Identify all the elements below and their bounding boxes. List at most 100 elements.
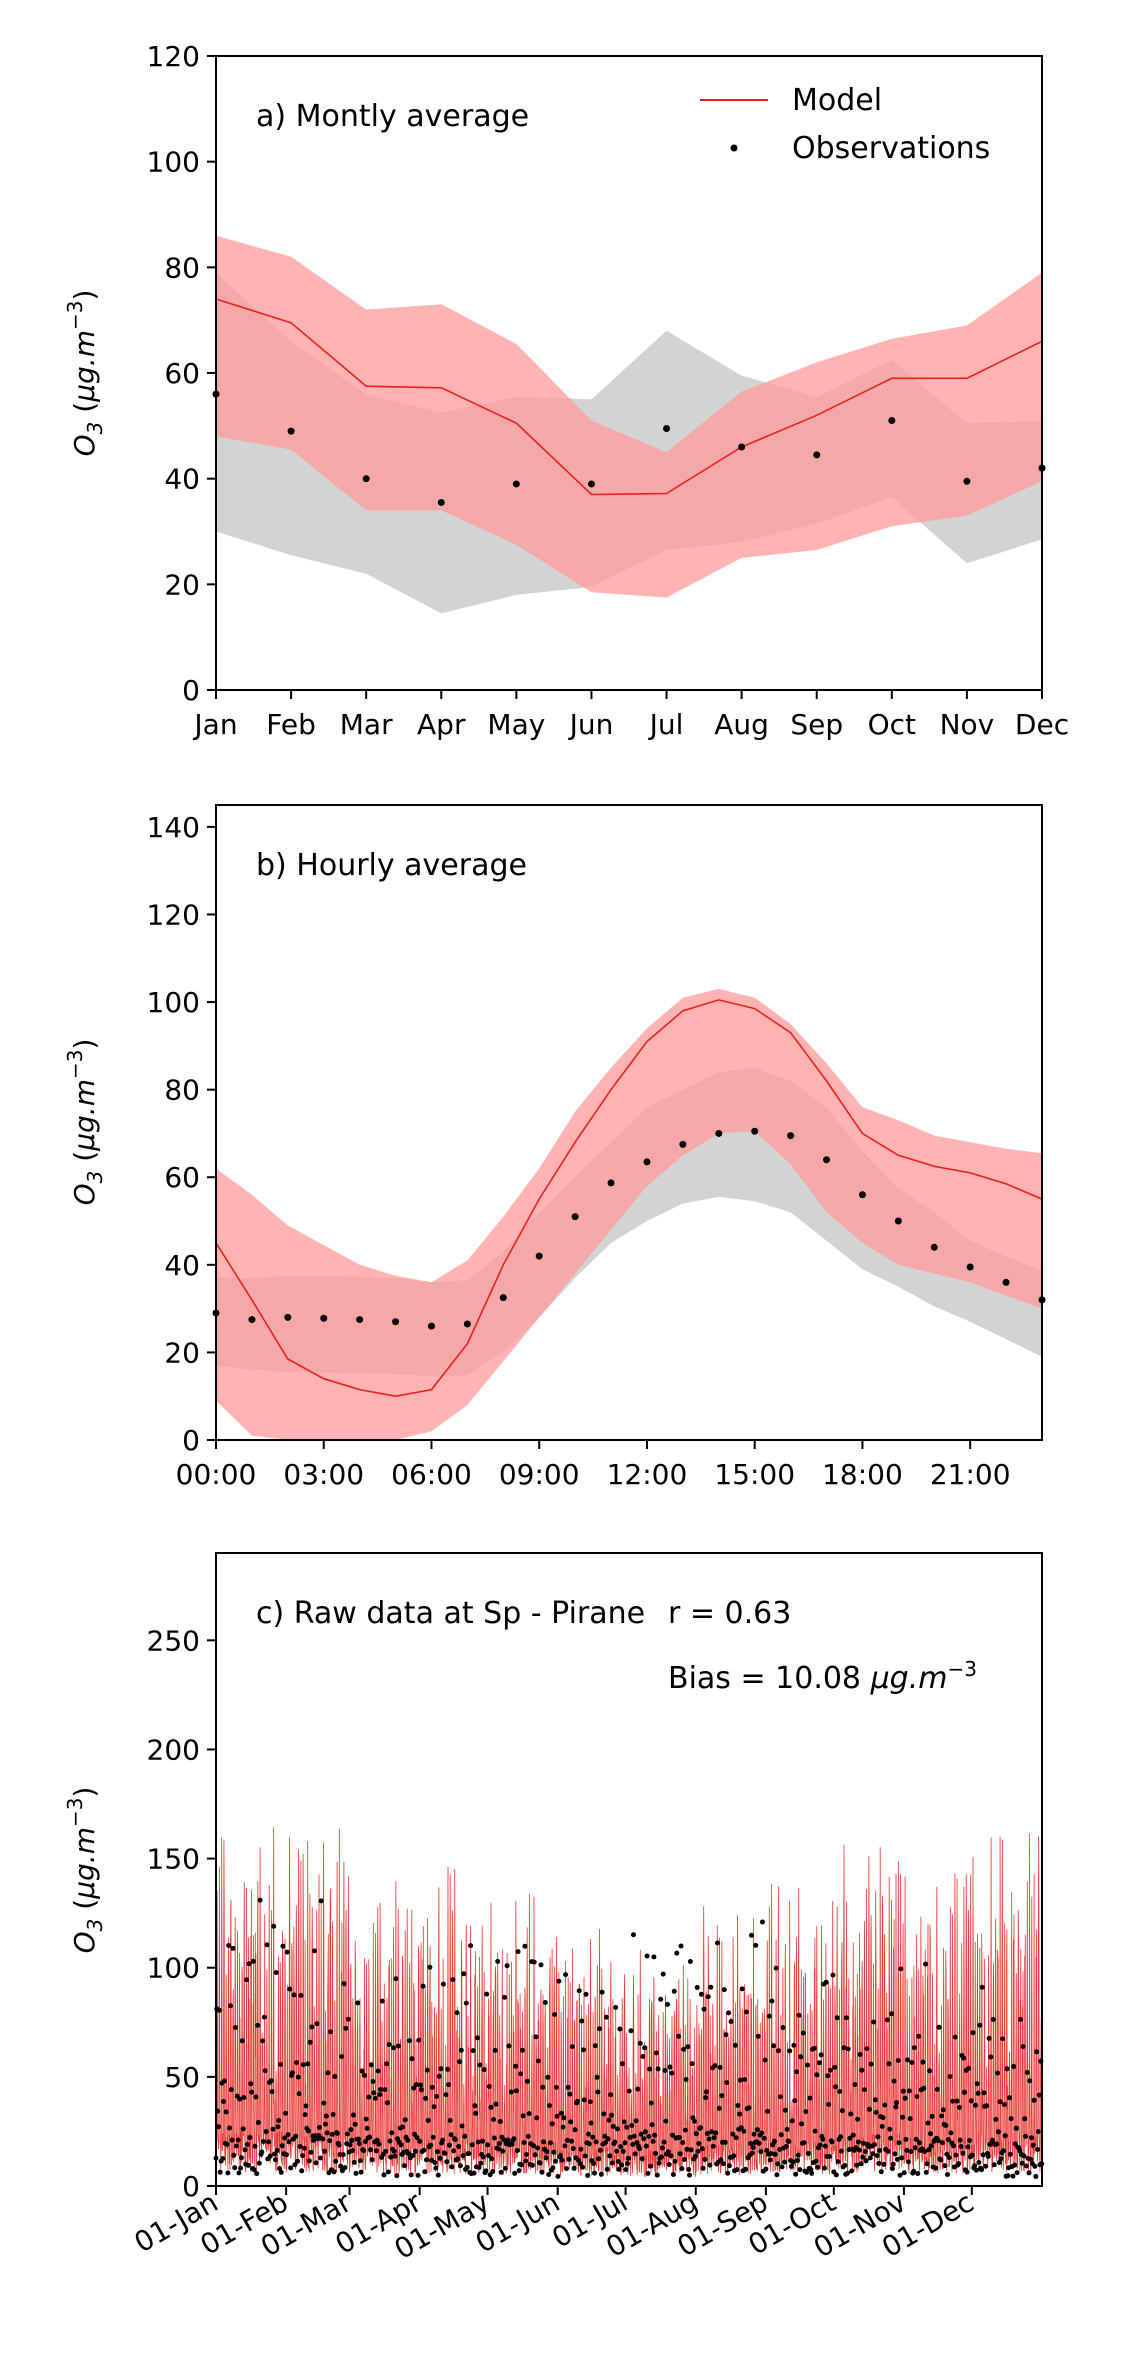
panel-a-ytick-label: 20 — [164, 568, 200, 601]
panel-c-obs-point — [261, 2139, 266, 2144]
panel-c-obs-point — [559, 2157, 565, 2163]
panel-c-obs-point — [558, 2110, 564, 2116]
panel-c-obs-point — [803, 2109, 809, 2115]
panel-c-obs-point — [961, 2055, 967, 2061]
panel-c-obs-point — [624, 2124, 630, 2130]
panel-c-obs-point — [433, 2165, 439, 2171]
panel-c-obs-point — [639, 2156, 645, 2162]
panel-c-obs-point — [687, 2172, 692, 2178]
panel-c-obs-point — [617, 2026, 623, 2032]
panel-c-obs-point — [362, 2139, 368, 2145]
panel-c-obs-point — [914, 2094, 920, 2099]
panel-c-obs-point — [264, 1942, 270, 1948]
panel-c-obs-point — [505, 2137, 511, 2143]
panel-c-obs-point — [424, 2067, 430, 2073]
panel-c-obs-point — [901, 2170, 907, 2176]
panel-c-obs-point — [594, 2074, 600, 2080]
panel-a-ylabel: O3 (μg.m−3) — [63, 290, 107, 457]
panel-c-obs-point — [773, 1965, 779, 1971]
panel-c-obs-point — [296, 2091, 302, 2097]
panel-c-obs-point — [591, 2161, 597, 2166]
panel-c-obs-point — [825, 2073, 831, 2079]
panel-c-obs-point — [716, 2105, 722, 2111]
panel-c-obs-point — [282, 2135, 288, 2141]
panel-c-obs-point — [734, 2167, 740, 2173]
panel-c-obs-point — [519, 2162, 524, 2168]
panel-c-obs-point — [524, 2078, 530, 2084]
panel-c-obs-point — [322, 2148, 328, 2154]
panel-c-obs-point — [410, 2153, 416, 2158]
panel-c-obs-point — [350, 2148, 356, 2153]
panel-c-obs-point — [393, 1976, 399, 1982]
panel-c-obs-point — [384, 2100, 390, 2106]
panel-c-obs-point — [766, 2013, 772, 2019]
panel-b-hourly: 0 20 40 60 80 100 120 140 00:00 03:00 06:00 09:00 1… — [63, 804, 1046, 1491]
panel-c-obs-point — [508, 2089, 514, 2095]
panel-c-obs-point — [513, 2063, 519, 2069]
panel-b-obs-point — [787, 1132, 795, 1140]
panel-b-ytick-label: 20 — [164, 1336, 200, 1369]
panel-c-obs-point — [827, 2067, 833, 2073]
panel-c-obs-point — [951, 2143, 956, 2149]
panel-c-obs-point — [323, 2121, 328, 2127]
panel-c-obs-point — [444, 2159, 450, 2165]
panel-c-obs-point — [665, 2001, 670, 2007]
legend-model-label: Model — [792, 83, 882, 118]
panel-c-obs-point — [895, 2058, 901, 2063]
panel-c-obs-point — [953, 2152, 959, 2158]
panel-c-obs-point — [262, 2068, 268, 2074]
panel-c-obs-point — [396, 2043, 401, 2049]
panel-c-obs-point — [884, 2017, 890, 2023]
panel-c-ylabel: O3 (μg.m−3) — [63, 1787, 107, 1954]
panel-c-obs-point — [753, 1942, 759, 1948]
panel-c-obs-point — [332, 2074, 338, 2079]
panel-c-obs-point — [775, 2161, 781, 2167]
panel-c-obs-point — [295, 2158, 300, 2164]
panel-c-obs-point — [566, 2156, 572, 2162]
panel-c-obs-point — [217, 2169, 223, 2175]
panel-c-obs-point — [779, 2164, 785, 2170]
panel-c-obs-point — [749, 1932, 754, 1938]
panel-c-obs-point — [523, 2158, 529, 2164]
panel-c-obs-point — [353, 2170, 359, 2176]
panel-c-obs-point — [391, 2148, 397, 2154]
panel-c-obs-point — [700, 2165, 706, 2171]
panel-c-obs-point — [472, 2103, 478, 2109]
panel-c-obs-point — [1002, 2133, 1008, 2139]
panel-c-obs-point — [270, 2126, 276, 2132]
panel-c-obs-point — [285, 2132, 291, 2138]
panel-c-obs-point — [333, 2158, 339, 2164]
panel-c-obs-point — [730, 2131, 736, 2137]
panel-c-obs-point — [739, 1986, 745, 1992]
panel-c-obs-point — [913, 2136, 919, 2142]
panel-a-ytick-label: 0 — [182, 674, 200, 707]
panel-c-obs-point — [325, 2070, 331, 2076]
panel-c-obs-point — [632, 2151, 638, 2157]
panel-c-obs-point — [592, 2170, 597, 2176]
panel-c-obs-point — [456, 2144, 462, 2149]
panel-a-model-line — [215, 298, 1043, 496]
panel-c-obs-point — [630, 2142, 636, 2147]
panel-c-obs-point — [497, 2119, 503, 2124]
panel-c-obs-point — [424, 2157, 429, 2163]
panel-c-obs-point — [306, 2128, 311, 2134]
panel-a-xtick-label: Jan — [192, 708, 237, 741]
panel-c-obs-point — [946, 2155, 952, 2161]
panel-c-obs-point — [1035, 2129, 1041, 2135]
panel-c-obs-point — [229, 2137, 235, 2143]
panel-c-obs-point — [615, 2159, 621, 2164]
panel-c-obs-point — [603, 2140, 608, 2145]
panel-a-title: a) Montly average — [256, 99, 529, 134]
panel-c-obs-point — [445, 2066, 451, 2072]
panel-c-obs-point — [414, 2135, 420, 2141]
panel-c-obs-point — [887, 2126, 893, 2132]
panel-a-xtick-label: Mar — [340, 708, 393, 741]
panel-b-xtick-label: 21:00 — [930, 1458, 1011, 1491]
panel-c-obs-point — [564, 2166, 569, 2172]
panel-c-obs-point — [496, 2141, 502, 2146]
panel-b-obs-point — [679, 1140, 687, 1148]
panel-c-obs-point — [927, 2068, 933, 2074]
panel-b-obs-point — [930, 1243, 938, 1251]
panel-c-obs-point — [347, 2142, 353, 2148]
